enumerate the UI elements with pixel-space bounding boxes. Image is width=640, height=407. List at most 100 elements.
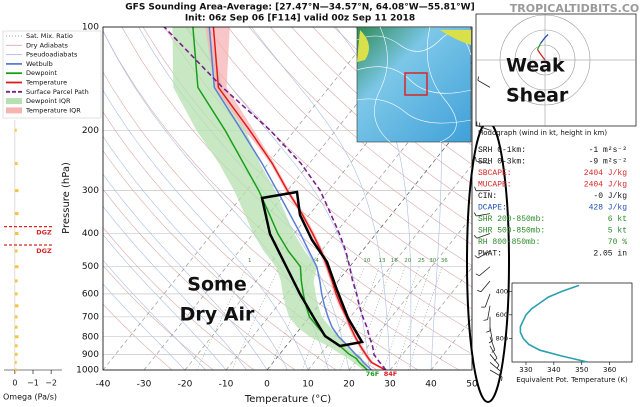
omega-tick-label: −2	[45, 379, 57, 388]
wind-barb-flag	[474, 186, 477, 191]
omega-bar	[14, 304, 19, 308]
param-label: MUCAPE:	[478, 181, 512, 190]
hodo-line	[536, 43, 542, 50]
param-label: SHR 500-850mb:	[478, 227, 545, 236]
wind-barb-staff	[479, 266, 491, 277]
omega-bar	[14, 128, 17, 132]
dry-adiabat	[227, 27, 472, 245]
legend-label: Surface Parcel Path	[26, 88, 89, 96]
pseudoadiabat	[251, 27, 391, 370]
legend-label: Pseudoadiabats	[26, 51, 78, 59]
x-tick-label: -40	[96, 380, 111, 390]
legend-label: Wetbulb	[26, 60, 53, 68]
y-tick-label: 300	[82, 186, 99, 196]
param-value: 2404 J/kg	[584, 181, 627, 190]
thetae-x-tick-label: 360	[603, 366, 616, 374]
wind-barb-staff	[489, 336, 496, 351]
title: GFS Sounding Area-Average: [27.47°N—34.5…	[125, 3, 474, 13]
pseudoadiabat	[103, 173, 268, 370]
wind-barb-flag	[483, 319, 488, 321]
omega-axis-label: Omega (Pa/s)	[3, 393, 57, 402]
mixing-ratio-line	[395, 266, 431, 370]
x-tick-label: -30	[137, 380, 152, 390]
param-value: 2.05 in	[593, 250, 627, 259]
param-value: -0 J/kg	[593, 192, 627, 201]
y-tick-label: 1000	[76, 366, 99, 376]
wind-barb-flag	[473, 212, 477, 217]
wind-barb-flag	[474, 255, 479, 259]
y-tick-label: 900	[82, 350, 99, 360]
dry-adiabat	[291, 27, 472, 185]
x-tick-label: -10	[219, 380, 234, 390]
omega-tick-label: −1	[27, 379, 39, 388]
dry-adiabat	[103, 265, 214, 370]
thetae-y-tick-label: 600	[496, 311, 508, 319]
dry-air-outline	[260, 190, 364, 348]
omega-bar	[14, 352, 18, 356]
omega-bar	[14, 265, 19, 269]
dgz-label: DGZ	[36, 229, 52, 237]
param-label: RH 800-850mb:	[478, 238, 540, 247]
thetae-line	[519, 284, 588, 363]
dry-adiabat	[103, 303, 173, 370]
omega-panel: 0 −1 −2 Omega (Pa/s) DGZ DGZ	[3, 120, 62, 402]
param-label: SRH 0-3km:	[478, 158, 526, 167]
hodograph	[476, 14, 636, 126]
legend-label: Dewpoint IQR	[26, 97, 71, 105]
wind-barb-staff	[480, 280, 491, 292]
pseudoadiabat	[335, 27, 412, 370]
legend-label: Temperature	[25, 79, 67, 87]
hodo-line	[536, 49, 546, 61]
pseudoadiabat	[424, 27, 442, 370]
omega-bar	[14, 360, 17, 364]
mixing-ratio-label: 13	[379, 258, 386, 264]
omega-tick-label: 0	[12, 379, 17, 388]
mixing-ratio-line	[353, 266, 393, 370]
omega-bar	[14, 344, 18, 348]
param-value: -9 m²s⁻²	[589, 158, 627, 167]
hodograph-title: Hodograph (wind in kt, height in km)	[478, 129, 607, 137]
mixing-ratio-label: 7	[345, 258, 349, 264]
legend-label: Temperature IQR	[25, 106, 81, 114]
param-value: 70 %	[608, 238, 627, 247]
hodo-line	[539, 34, 549, 44]
wind-barb-staff	[489, 362, 501, 372]
wind-barb-staff	[476, 125, 491, 131]
hodo-ring	[529, 44, 561, 76]
hodo-ring	[499, 14, 591, 106]
mixing-ratio-line	[408, 266, 443, 370]
surface-label: 84F	[384, 370, 398, 378]
y-tick-label: 400	[82, 229, 99, 239]
legend-label: Dry Adiabats	[26, 41, 68, 49]
omega-bar	[14, 325, 18, 329]
mixing-ratio-line	[368, 266, 406, 370]
mixing-ratio-label: 4	[315, 258, 319, 264]
wind-barb-flag	[499, 371, 502, 376]
param-label: SBCAPE:	[478, 169, 512, 178]
mixing-ratio-label: 10	[363, 258, 370, 264]
profile-line	[208, 27, 373, 370]
wind-barb-staff	[489, 354, 500, 366]
y-tick-label: 500	[82, 262, 99, 272]
mixing-ratio-label: 16	[391, 258, 398, 264]
annotation: Shear	[506, 85, 569, 107]
param-value: 6 kt	[608, 215, 627, 224]
param-value: 5 kt	[608, 227, 627, 236]
mixing-ratio-label: 20	[404, 258, 411, 264]
omega-bar	[14, 189, 19, 193]
dry-adiabat	[270, 27, 472, 205]
dry-adiabat	[103, 226, 255, 370]
wind-barb-staff	[476, 160, 491, 164]
subtitle: Init: 06z Sep 06 [F114] valid 00z Sep 11…	[185, 14, 415, 24]
thetae-y-tick-label: 400	[496, 287, 508, 295]
map-inset	[356, 26, 472, 143]
mixing-ratio-line	[340, 266, 380, 370]
wind-barb-staff	[489, 327, 493, 341]
plot-frame	[102, 26, 473, 371]
omega-bar	[14, 161, 18, 165]
dry-adiabat	[185, 27, 472, 288]
param-label: DCAPE:	[478, 204, 507, 213]
mixing-ratio-label: 30	[429, 258, 436, 264]
param-label: PWAT:	[478, 250, 502, 259]
thetae-x-tick-label: 340	[547, 366, 560, 374]
